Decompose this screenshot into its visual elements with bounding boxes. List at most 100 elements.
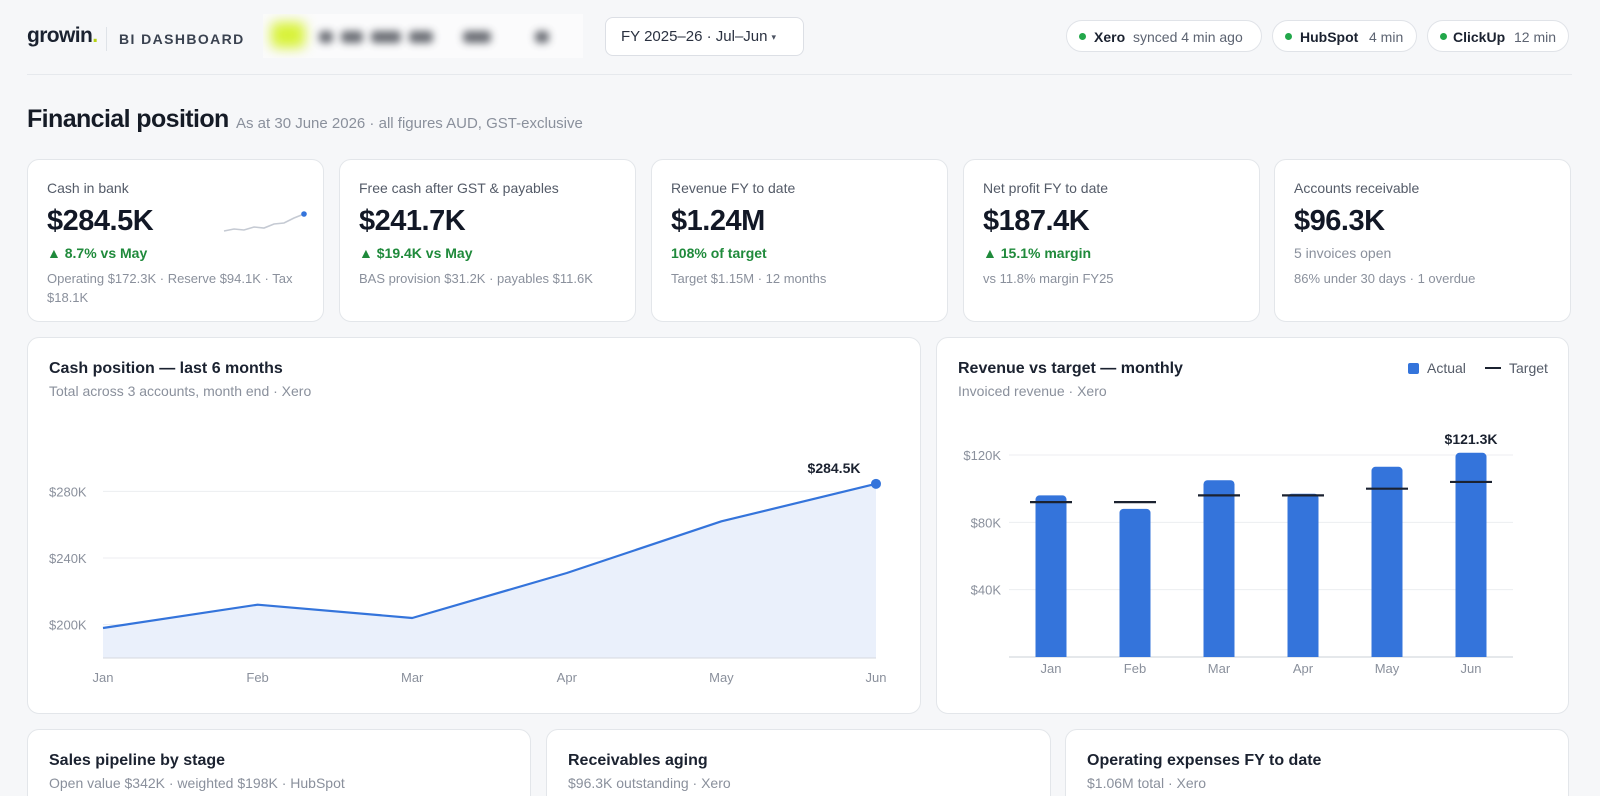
- redacted-blob: [319, 31, 333, 43]
- redacted-logo-blob: [271, 22, 305, 48]
- kpi-label: Cash in bank: [47, 180, 129, 196]
- panel-title: Revenue vs target — monthly: [958, 360, 1183, 377]
- x-tick-label: Feb: [1124, 661, 1146, 676]
- kpi-change: ▲ 8.7% vs May: [47, 245, 148, 261]
- bar-actual-base: [1203, 484, 1235, 657]
- kpi-detail: Target $1.15M · 12 months: [671, 271, 827, 286]
- kpi-detail: vs 11.8% margin FY25: [983, 271, 1114, 286]
- redacted-blob: [371, 31, 401, 43]
- panel-title: Receivables aging: [568, 752, 708, 769]
- sync-source-name: ClickUp: [1453, 29, 1506, 45]
- kpi-label: Revenue FY to date: [671, 180, 796, 196]
- kpi-value: $187.4K: [983, 205, 1090, 237]
- receivables-aging-panel: Receivables aging $96.3K outstanding · X…: [546, 729, 1051, 796]
- brand-logo[interactable]: growin.: [27, 24, 98, 48]
- kpi-change: 108% of target: [671, 245, 767, 261]
- bar-actual-base: [1287, 497, 1319, 657]
- legend-swatch-actual: [1408, 363, 1419, 374]
- status-dot-icon: [1079, 33, 1086, 40]
- x-tick-label: May: [1375, 661, 1400, 676]
- bar-actual-base: [1455, 456, 1487, 657]
- x-tick-label: Mar: [401, 670, 424, 685]
- kpi-card-free-cash[interactable]: Free cash after GST & payables $241.7K ▲…: [339, 159, 636, 322]
- sync-time: 4 min: [1369, 29, 1404, 45]
- panel-title: Sales pipeline by stage: [49, 752, 226, 769]
- panel-title: Operating expenses FY to date: [1087, 752, 1322, 769]
- sparkline-chart: [223, 211, 307, 232]
- x-tick-label: Jan: [93, 670, 114, 685]
- bar-actual-base: [1035, 499, 1067, 657]
- x-tick-label: Jan: [1041, 661, 1062, 676]
- kpi-value: $96.3K: [1294, 205, 1385, 237]
- sync-status-hubspot[interactable]: HubSpot 4 min: [1272, 20, 1417, 52]
- redacted-blob: [535, 31, 549, 43]
- data-label: $121.3K: [1445, 431, 1498, 447]
- legend-target: Target: [1485, 360, 1548, 376]
- bar-actual-base: [1119, 512, 1151, 657]
- kpi-label: Accounts receivable: [1294, 180, 1420, 196]
- legend-label: Actual: [1427, 360, 1466, 376]
- y-tick-label: $40K: [971, 583, 1002, 598]
- kpi-value: $1.24M: [671, 205, 765, 237]
- status-dot-icon: [1440, 33, 1447, 40]
- revenue-bar-chart: $40K $80K $120K Jan Feb Mar Apr May Jun $121.3K: [963, 431, 1513, 676]
- x-tick-label: Apr: [1293, 661, 1314, 676]
- y-tick-label: $240K: [49, 551, 87, 566]
- chevron-down-icon: ▾: [771, 32, 777, 42]
- panel-subtitle: Invoiced revenue · Xero: [958, 383, 1107, 399]
- kpi-card-revenue[interactable]: Revenue FY to date $1.24M 108% of target…: [651, 159, 948, 322]
- redacted-blob: [409, 31, 433, 43]
- panel-subtitle: $1.06M total · Xero: [1087, 775, 1207, 791]
- kpi-card-accounts-receivable[interactable]: Accounts receivable $96.3K 5 invoices op…: [1274, 159, 1571, 322]
- sync-source-name: HubSpot: [1300, 29, 1359, 45]
- panel-title: Cash position — last 6 months: [49, 360, 283, 377]
- redacted-company-name: [263, 14, 583, 58]
- panel-subtitle: $96.3K outstanding · Xero: [568, 775, 731, 791]
- bar-actual-base: [1371, 470, 1403, 657]
- y-tick-label: $200K: [49, 618, 87, 633]
- y-tick-label: $120K: [963, 448, 1001, 463]
- x-tick-label: Apr: [557, 670, 578, 685]
- kpi-detail: BAS provision $31.2K · payables $11.6K: [359, 271, 593, 286]
- kpi-value: $284.5K: [47, 205, 154, 237]
- page-subtitle: As at 30 June 2026 · all figures AUD, GS…: [236, 115, 583, 132]
- sync-status-xero[interactable]: Xero synced 4 min ago: [1066, 20, 1262, 52]
- redacted-blob: [463, 31, 491, 43]
- sync-time: 12 min: [1514, 29, 1557, 45]
- header-divider-line: [27, 74, 1572, 75]
- kpi-card-net-profit[interactable]: Net profit FY to date $187.4K ▲ 15.1% ma…: [963, 159, 1260, 322]
- panel-subtitle: Total across 3 accounts, month end · Xer…: [49, 383, 312, 399]
- x-tick-label: May: [709, 670, 734, 685]
- cash-area-chart: $200K $240K $280K Jan Feb Mar Apr May Jun $284.5K: [49, 460, 887, 685]
- sync-source-name: Xero: [1094, 29, 1126, 45]
- x-tick-label: Jun: [866, 670, 887, 685]
- kpi-label: Free cash after GST & payables: [359, 180, 559, 196]
- kpi-label: Net profit FY to date: [983, 180, 1109, 196]
- cash-area-fill: [103, 483, 876, 658]
- brand-name: growin: [27, 24, 93, 47]
- data-label: $284.5K: [808, 460, 861, 476]
- kpi-detail: Operating $172.3K · Reserve $94.1K · Tax…: [47, 271, 293, 305]
- kpi-change: ▲ $19.4K vs May: [359, 245, 473, 261]
- page-title: Financial position: [27, 105, 229, 133]
- status-dot-icon: [1285, 33, 1292, 40]
- x-tick-label: Feb: [246, 670, 268, 685]
- fiscal-year-value: FY 2025–26 · Jul–Jun: [621, 28, 768, 45]
- fiscal-year-select[interactable]: FY 2025–26 · Jul–Jun ▾: [605, 17, 804, 56]
- x-tick-label: Mar: [1208, 661, 1231, 676]
- x-tick-label: Jun: [1461, 661, 1482, 676]
- app-title: BI DASHBOARD: [119, 31, 245, 47]
- data-point: [871, 478, 881, 489]
- operating-expenses-panel: Operating expenses FY to date $1.06M tot…: [1065, 729, 1569, 796]
- sync-status-clickup[interactable]: ClickUp 12 min: [1427, 20, 1569, 52]
- legend-swatch-target: [1485, 367, 1501, 369]
- cash-position-panel: Cash position — last 6 months Total acro…: [27, 337, 921, 714]
- revenue-target-panel: Revenue vs target — monthly Invoiced rev…: [936, 337, 1569, 714]
- brand-dot: .: [92, 24, 98, 47]
- kpi-card-cash-in-bank[interactable]: Cash in bank $284.5K ▲ 8.7% vs May Opera…: [27, 159, 324, 322]
- kpi-detail: 86% under 30 days · 1 overdue: [1294, 271, 1476, 286]
- kpi-change: 5 invoices open: [1294, 245, 1392, 261]
- sync-time: synced 4 min ago: [1133, 29, 1243, 45]
- panel-subtitle: Open value $342K · weighted $198K · HubS…: [49, 775, 345, 791]
- kpi-value: $241.7K: [359, 205, 466, 237]
